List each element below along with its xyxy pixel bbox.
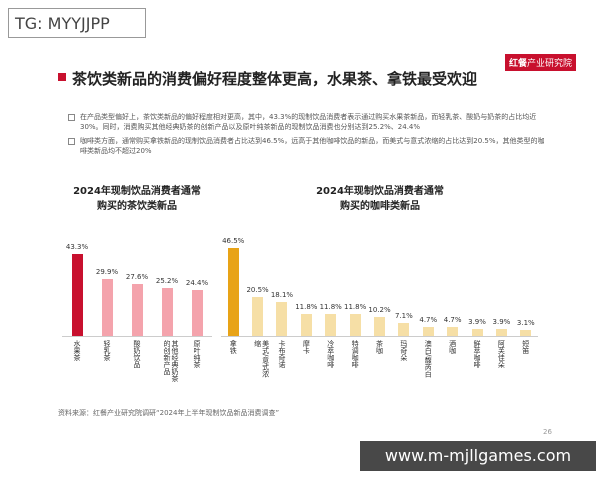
logo: 红餐产业研究院 <box>505 54 577 71</box>
bar <box>471 328 483 336</box>
category-label: 原叶纯茶 <box>193 340 201 368</box>
category-label: 阿芙佳朵 <box>497 340 506 368</box>
value-label: 43.3% <box>65 243 89 252</box>
category-label: 冷萃咖啡 <box>326 340 335 368</box>
bar <box>131 283 143 336</box>
overlay-tag: TG: MYYJJPP <box>8 8 146 38</box>
bar <box>101 279 113 336</box>
category-label: 其他经典奶茶的创新产品 <box>163 340 179 382</box>
bar <box>227 248 239 336</box>
value-label: 18.1% <box>270 290 294 299</box>
bar <box>398 322 410 336</box>
chart-title: 2024年现制饮品消费者通常 <box>73 186 201 197</box>
title-marker <box>58 73 66 81</box>
value-label: 11.8% <box>295 302 318 311</box>
bar <box>71 254 83 336</box>
category-label: 澳白/馥芮白 <box>424 340 433 378</box>
bar <box>325 313 337 336</box>
value-label: 46.5% <box>222 237 245 245</box>
bar <box>422 327 434 336</box>
watermark-url: www.m-mjllgames.com <box>360 441 596 471</box>
page-number: 26 <box>543 428 552 436</box>
value-label: 20.5% <box>246 286 269 295</box>
bullet: 在产品类型偏好上，茶饮类新品的偏好程度相对更高，其中，43.3%的现制饮品消费者… <box>68 112 548 132</box>
chart-title: 购买的茶饮类新品 <box>97 201 177 212</box>
value-label: 11.8% <box>319 302 342 311</box>
bar <box>161 288 173 336</box>
bar <box>520 330 532 336</box>
bar <box>191 289 203 336</box>
category-label: 酒咖 <box>448 340 457 354</box>
value-label: 25.2% <box>155 277 179 286</box>
category-label: 水果茶 <box>73 340 81 361</box>
chart-title: 购买的咖啡类新品 <box>340 201 420 212</box>
baseline <box>62 336 212 337</box>
value-label: 27.6% <box>125 272 149 281</box>
value-label: 29.9% <box>95 268 119 277</box>
bar <box>374 316 385 336</box>
value-label: 3.1% <box>516 319 535 328</box>
logo-sub: 产业研究院 <box>527 59 573 69</box>
chart-title: 2024年现制饮品消费者通常 <box>316 186 444 197</box>
value-label: 4.7% <box>443 316 462 325</box>
value-label: 4.7% <box>419 316 438 325</box>
category-label: 卡布奇诺 <box>277 340 286 368</box>
value-label: 24.4% <box>185 278 209 287</box>
category-label: 轻乳茶 <box>103 340 111 361</box>
category-label: 拿铁 <box>229 340 238 354</box>
bar <box>447 327 459 336</box>
bar <box>495 328 507 336</box>
category-label: 短笛 <box>521 340 530 354</box>
bar <box>349 313 361 336</box>
bar <box>252 297 264 336</box>
category-label: 摩卡 <box>302 340 311 354</box>
value-label: 11.8% <box>343 302 367 311</box>
bullet: 咖啡类方面，通常购买拿铁新品的现制饮品消费者占比达到46.5%，远高于其他咖啡饮… <box>68 136 548 156</box>
value-label: 3.9% <box>492 317 511 326</box>
value-label: 3.9% <box>468 317 486 326</box>
category-label: 美式/意式浓缩 <box>253 340 270 378</box>
category-label: 酸奶饮品 <box>133 340 141 368</box>
category-label: 鲜萃咖啡 <box>473 340 482 368</box>
value-label: 10.2% <box>368 305 391 314</box>
bar <box>300 313 312 336</box>
logo-main: 红餐 <box>509 59 528 69</box>
category-label: 玛奇朵 <box>399 340 408 361</box>
source: 资料来源：红餐产业研究院调研“2024年上半年现制饮品新品消费调查” <box>58 409 280 417</box>
category-label: 特调咖啡 <box>351 340 360 368</box>
category-label: 茶咖 <box>375 340 384 354</box>
slide-title: 茶饮类新品的消费偏好程度整体更高，水果茶、拿铁最受欢迎 <box>72 70 478 88</box>
baseline <box>221 336 538 337</box>
value-label: 7.1% <box>394 311 413 320</box>
bar <box>276 301 288 336</box>
